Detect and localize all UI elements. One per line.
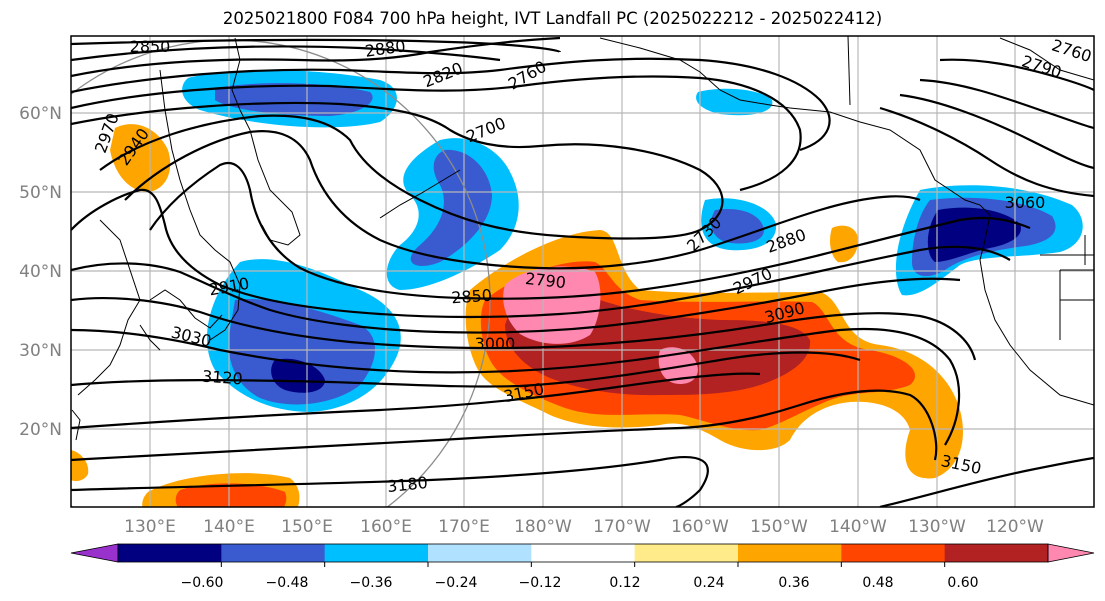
colorbar-swatch bbox=[428, 544, 532, 562]
map-panel: 2850 2880 2820 2760 2700 2970 2940 2790 … bbox=[71, 36, 1094, 507]
ivt-positive-shading bbox=[71, 124, 963, 507]
lon-label: 120°W bbox=[986, 517, 1044, 537]
height-contours bbox=[71, 36, 1094, 507]
contour-label: 3180 bbox=[386, 473, 428, 496]
lon-label: 160°W bbox=[671, 517, 729, 537]
lat-label: 60°N bbox=[19, 104, 62, 124]
longitude-labels: 130°E 140°E 150°E 160°E 170°E 180°W 170°… bbox=[124, 517, 1044, 537]
colorbar-swatch bbox=[738, 544, 842, 562]
colorbar-tick-label: 0.24 bbox=[693, 575, 724, 591]
lat-label: 50°N bbox=[19, 183, 62, 203]
lon-label: 140°E bbox=[203, 517, 255, 537]
colorbar-extend-low bbox=[70, 543, 119, 563]
colorbar-tick-label: 0.60 bbox=[947, 575, 978, 591]
shade-blob-small-gold bbox=[830, 225, 858, 263]
lon-label: 170°E bbox=[438, 517, 490, 537]
colorbar-tick-label: 0.36 bbox=[778, 575, 809, 591]
colorbar-tick-label: −0.24 bbox=[435, 575, 478, 591]
shade-blob-bering bbox=[696, 88, 773, 116]
lat-label: 20°N bbox=[19, 420, 62, 440]
colorbar-swatch bbox=[118, 544, 222, 562]
contour-label: 3000 bbox=[475, 334, 516, 353]
colorbar-tick-labels: −0.60 −0.48 −0.36 −0.24 −0.12 0.12 0.24 … bbox=[181, 575, 979, 591]
colorbar-extend-high bbox=[1047, 543, 1095, 563]
colorbar-tick-label: −0.12 bbox=[519, 575, 562, 591]
latitude-labels: 60°N 50°N 40°N 30°N 20°N bbox=[19, 104, 62, 440]
lon-label: 130°W bbox=[908, 517, 966, 537]
contour-label: 2850 bbox=[451, 286, 493, 308]
lat-label: 40°N bbox=[19, 262, 62, 282]
colorbar-tick-label: −0.60 bbox=[181, 575, 224, 591]
contour-label: 3120 bbox=[201, 367, 243, 389]
contour-label: 2790 bbox=[524, 269, 566, 292]
colorbar-swatch bbox=[221, 544, 326, 562]
colorbar-tick-label: −0.48 bbox=[266, 575, 309, 591]
graticule bbox=[71, 36, 1094, 507]
colorbar-swatch bbox=[324, 544, 429, 562]
colorbar-swatch bbox=[634, 544, 739, 562]
lat-label: 30°N bbox=[19, 341, 62, 361]
lon-label: 160°E bbox=[360, 517, 412, 537]
lon-label: 130°E bbox=[124, 517, 176, 537]
colorbar-swatch bbox=[531, 544, 636, 562]
lon-label: 150°E bbox=[281, 517, 333, 537]
colorbar bbox=[70, 543, 1095, 567]
colorbar-swatch bbox=[841, 544, 946, 562]
colorbar-tick-label: 0.48 bbox=[862, 575, 893, 591]
figure-title: 2025021800 F084 700 hPa height, IVT Land… bbox=[222, 9, 883, 28]
lon-label: 140°W bbox=[829, 517, 887, 537]
map-frame bbox=[70, 35, 1095, 508]
contour-label: 3060 bbox=[1005, 193, 1046, 212]
lon-label: 180°W bbox=[514, 517, 572, 537]
lon-label: 150°W bbox=[750, 517, 808, 537]
colorbar-tick-label: −0.36 bbox=[350, 575, 393, 591]
colorbar-tick-label: 0.12 bbox=[609, 575, 640, 591]
contour-label: 2850 bbox=[130, 37, 171, 56]
colorbar-swatch bbox=[944, 544, 1049, 562]
coastlines bbox=[71, 36, 1094, 441]
lon-label: 170°W bbox=[593, 517, 651, 537]
colorbar-frame bbox=[117, 543, 1049, 563]
